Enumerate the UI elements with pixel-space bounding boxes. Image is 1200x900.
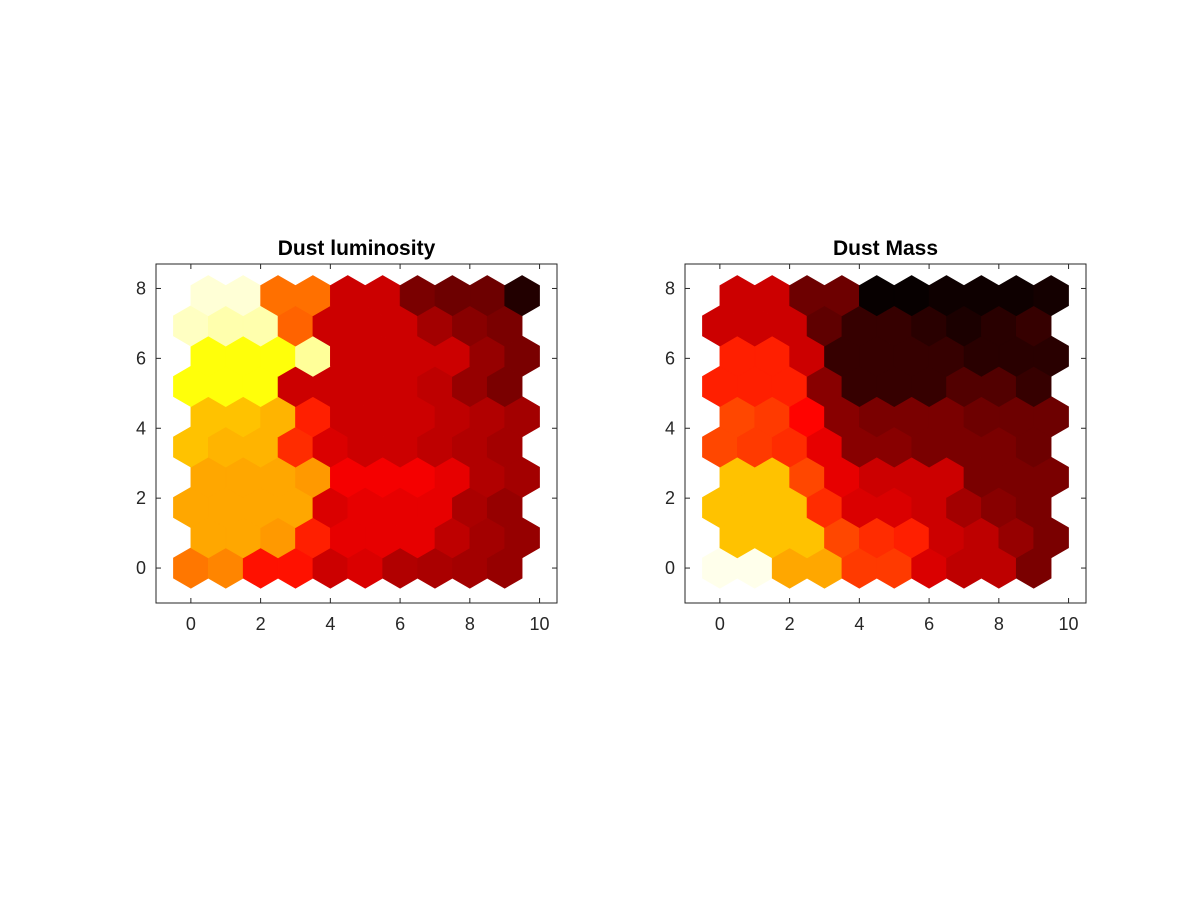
- chart-1: 0 2 4 6 8 10 0 2 4 6 8 Dust luminosity: [136, 237, 558, 634]
- chart-title: Dust Mass: [833, 237, 938, 260]
- chart-2: 0 2 4 6 8 10 0 2 4 6 8 Dust Mass: [665, 237, 1087, 634]
- x-tick-label: 10: [1059, 614, 1079, 634]
- x-tick-label: 2: [256, 614, 266, 634]
- axes-frame: [684, 263, 1087, 604]
- y-tick-label: 0: [136, 558, 146, 578]
- y-tick-label: 6: [136, 348, 146, 368]
- x-tick-label: 4: [854, 614, 864, 634]
- chart-title: Dust luminosity: [278, 237, 436, 260]
- y-tick-label: 8: [665, 278, 675, 298]
- y-tick-label: 2: [136, 488, 146, 508]
- y-tick-label: 6: [665, 348, 675, 368]
- hex-cell: [504, 275, 540, 317]
- y-tick-label: 8: [136, 278, 146, 298]
- y-tick-label: 0: [665, 558, 675, 578]
- x-tick-label: 2: [785, 614, 795, 634]
- x-tick-label: 8: [994, 614, 1004, 634]
- x-tick-label: 8: [465, 614, 475, 634]
- x-tick-label: 6: [395, 614, 405, 634]
- x-tick-label: 6: [924, 614, 934, 634]
- x-tick-label: 10: [530, 614, 550, 634]
- axes-frame: [155, 263, 558, 604]
- y-tick-label: 2: [665, 488, 675, 508]
- x-tick-label: 0: [715, 614, 725, 634]
- y-tick-label: 4: [665, 418, 675, 438]
- y-tick-label: 4: [136, 418, 146, 438]
- x-tick-label: 4: [325, 614, 335, 634]
- hex-cell: [1033, 275, 1069, 317]
- x-tick-label: 0: [186, 614, 196, 634]
